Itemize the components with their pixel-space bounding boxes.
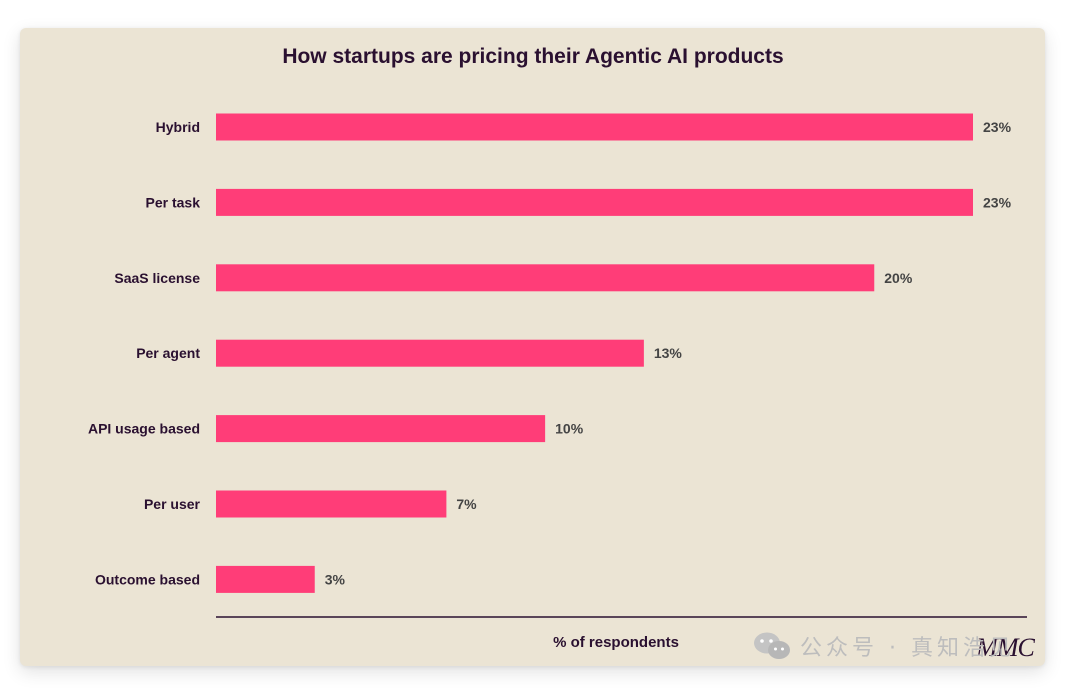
mmc-logo-text: MMC xyxy=(975,633,1035,662)
bar-chart: How startups are pricing their Agentic A… xyxy=(88,45,1037,662)
chart-title: How startups are pricing their Agentic A… xyxy=(282,45,783,68)
category-label: Hybrid xyxy=(156,119,200,135)
wechat-icon xyxy=(752,631,792,661)
value-label: 10% xyxy=(555,421,584,437)
category-label: SaaS license xyxy=(114,270,200,286)
category-label: Outcome based xyxy=(95,571,200,587)
mmc-logo: MMC xyxy=(975,633,1036,662)
bar xyxy=(216,339,644,367)
bar xyxy=(216,490,447,518)
value-label: 13% xyxy=(654,345,683,361)
bar xyxy=(216,188,973,216)
value-label: 7% xyxy=(456,496,477,512)
category-label: Per task xyxy=(146,194,201,210)
category-label: API usage based xyxy=(88,421,200,437)
bar xyxy=(216,565,315,593)
value-label: 20% xyxy=(884,270,913,286)
category-label: Per user xyxy=(144,496,201,512)
category-label: Per agent xyxy=(136,345,200,361)
bar xyxy=(216,113,973,141)
wechat-watermark: 公众号 · 真知浩见 xyxy=(752,628,1015,664)
value-label: 23% xyxy=(983,194,1012,210)
x-axis-label: % of respondents xyxy=(553,634,679,651)
value-label: 3% xyxy=(325,571,346,587)
bar xyxy=(216,264,875,292)
value-label: 23% xyxy=(983,119,1012,135)
chart-card: How startups are pricing their Agentic A… xyxy=(20,28,1045,666)
watermark-text: 公众号 · 真知浩见 xyxy=(800,636,1015,661)
bar xyxy=(216,415,546,443)
